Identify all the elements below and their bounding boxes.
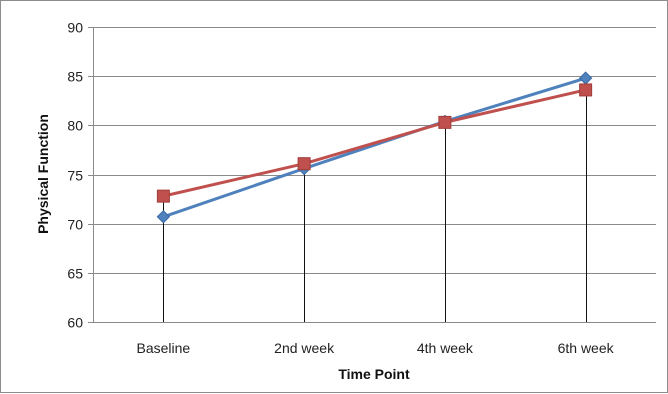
series-line-2 <box>163 88 586 198</box>
data-point-series-2 <box>156 189 170 203</box>
y-tick-label: 85 <box>67 69 83 85</box>
y-tick-label: 75 <box>67 168 83 184</box>
x-tick-label: 6th week <box>558 340 615 356</box>
y-tick-label: 60 <box>67 315 83 331</box>
y-tick-label: 90 <box>67 20 83 36</box>
y-tick-label: 70 <box>67 217 83 233</box>
x-tick-labels: Baseline 2nd week 4th week 6th week <box>137 340 615 356</box>
x-axis-title: Time Point <box>338 366 410 382</box>
grid-lines <box>88 27 656 323</box>
data-point-series-2 <box>297 157 311 171</box>
data-point-series-1 <box>156 210 171 224</box>
series-line-1 <box>162 76 587 219</box>
drop-lines <box>163 78 587 322</box>
data-point-series-1 <box>578 71 593 85</box>
y-tick-label: 65 <box>67 266 83 282</box>
y-tick-labels: 60 65 70 75 80 85 90 <box>67 20 83 331</box>
data-point-series-2 <box>579 83 593 97</box>
x-tick-label: 2nd week <box>274 340 335 356</box>
x-tick-label: 4th week <box>417 340 474 356</box>
data-point-series-2 <box>438 115 452 129</box>
x-tick-label: Baseline <box>137 340 191 356</box>
y-axis-title: Physical Function <box>35 114 51 234</box>
y-tick-label: 80 <box>67 118 83 134</box>
series-group <box>156 71 593 224</box>
